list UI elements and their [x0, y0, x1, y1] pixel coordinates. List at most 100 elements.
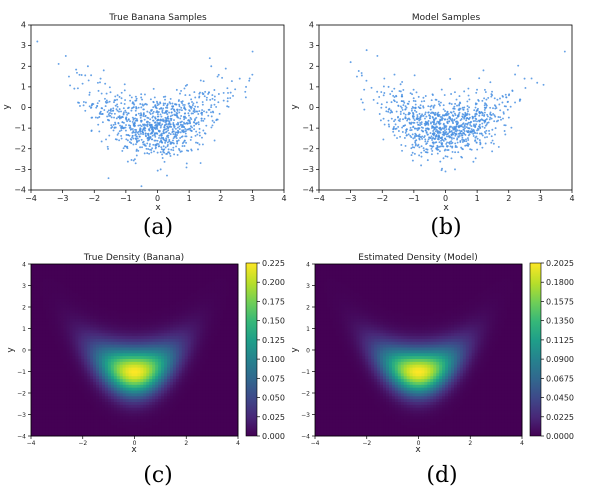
heatmap-cell — [45, 315, 50, 319]
heatmap-cell — [63, 344, 67, 348]
heatmap-cell — [101, 318, 106, 322]
heatmap-cell — [149, 370, 153, 374]
scatter-point — [412, 126, 415, 129]
heatmap-cell — [143, 375, 147, 380]
heatmap-cell — [104, 375, 109, 380]
heatmap-cell — [60, 335, 64, 339]
scatter-point — [97, 89, 100, 92]
scatter-point — [403, 137, 406, 139]
heatmap-cell — [54, 364, 59, 368]
heatmap-cell — [54, 418, 59, 423]
heatmap-cell — [131, 401, 135, 405]
heatmap-cell — [96, 415, 100, 420]
heatmap-cell — [158, 358, 162, 362]
heatmap-cell — [125, 344, 129, 348]
heatmap-cell — [48, 424, 53, 428]
heatmap-cell — [110, 278, 115, 282]
heatmap-cell — [167, 364, 171, 368]
heatmap-cell — [48, 341, 53, 345]
scatter-point — [144, 132, 147, 135]
heatmap-cell — [48, 307, 53, 311]
heatmap-cell — [155, 372, 159, 377]
heatmap-cell — [51, 295, 56, 299]
heatmap-cell — [60, 266, 64, 271]
heatmap-cell — [164, 304, 168, 308]
heatmap-cell — [39, 390, 44, 394]
heatmap-cell — [42, 413, 47, 417]
heatmap-cell — [99, 401, 103, 405]
heatmap-cell — [101, 398, 106, 402]
heatmap-cell — [101, 278, 106, 282]
heatmap-cell — [122, 395, 127, 400]
heatmap-cell — [42, 387, 47, 391]
heatmap-cell — [48, 427, 53, 431]
heatmap-cell — [57, 352, 61, 357]
scatter-point — [130, 138, 133, 141]
scatter-point — [395, 94, 398, 97]
heatmap-cell — [45, 301, 50, 305]
heatmap-cell — [78, 433, 82, 437]
heatmap-cell — [113, 367, 118, 371]
heatmap-cell — [167, 347, 171, 351]
heatmap-cell — [110, 427, 115, 431]
scatter-point — [135, 107, 138, 110]
scatter-point — [446, 114, 449, 116]
heatmap-cell — [72, 433, 76, 437]
heatmap-cell — [78, 430, 82, 434]
heatmap-cell — [78, 272, 82, 276]
heatmap-cell — [140, 304, 144, 308]
scatter-point — [449, 118, 452, 121]
heatmap-cell — [172, 378, 177, 382]
heatmap-cell — [87, 341, 91, 345]
scatter-point — [393, 96, 396, 99]
heatmap-cell — [152, 407, 156, 411]
heatmap-cell — [125, 332, 129, 337]
heatmap-cell — [104, 350, 109, 354]
scatter-point — [139, 128, 142, 130]
heatmap-cell — [93, 418, 97, 423]
scatter-point — [448, 102, 451, 105]
heatmap-cell — [107, 329, 112, 334]
heatmap-cell — [169, 372, 174, 377]
heatmap-cell — [134, 372, 138, 377]
scatter-point — [396, 137, 398, 139]
heatmap-cell — [36, 307, 41, 311]
heatmap-cell — [63, 364, 67, 368]
heatmap-cell — [48, 344, 53, 348]
heatmap-cell — [140, 338, 144, 342]
heatmap-cell — [119, 421, 124, 425]
heatmap-cell — [113, 307, 118, 311]
heatmap-cell — [87, 370, 91, 374]
heatmap-cell — [81, 384, 85, 388]
heatmap-cell — [75, 352, 79, 357]
scatter-point — [451, 146, 454, 149]
heatmap-cell — [54, 309, 59, 314]
heatmap-cell — [161, 427, 165, 431]
heatmap-cell — [167, 318, 171, 322]
scatter-point — [443, 118, 446, 121]
heatmap-cell — [169, 350, 174, 354]
scatter-point — [361, 101, 364, 104]
heatmap-cell — [63, 347, 67, 351]
heatmap-cell — [36, 384, 41, 388]
scatter-point — [132, 137, 135, 140]
scatter-point — [210, 111, 212, 114]
heatmap-cell — [158, 312, 162, 316]
heatmap-cell — [116, 284, 121, 288]
scatter-point — [177, 139, 180, 142]
heatmap-cell — [69, 372, 73, 377]
scatter-point — [131, 136, 133, 139]
heatmap-cell — [93, 292, 97, 296]
heatmap-cell — [75, 355, 79, 359]
heatmap-cell — [119, 398, 124, 402]
heatmap-cell — [113, 301, 118, 305]
heatmap-cell — [164, 324, 168, 328]
heatmap-cell — [128, 418, 132, 423]
scatter-point — [423, 135, 426, 137]
heatmap-cell — [96, 424, 100, 428]
scatter-point — [464, 111, 467, 114]
heatmap-cell — [104, 286, 109, 291]
heatmap-cell — [104, 370, 109, 374]
scatter-point — [176, 131, 179, 134]
scatter-point — [490, 95, 493, 98]
